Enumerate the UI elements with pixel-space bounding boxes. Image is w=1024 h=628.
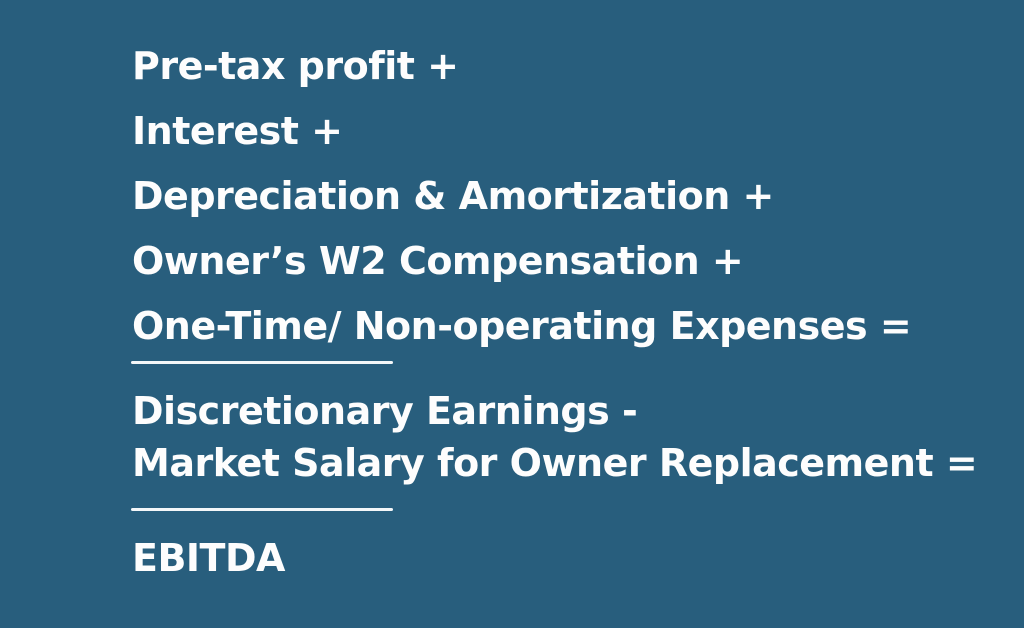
formula-line-one-time-expenses: One-Time/ Non-operating Expenses =: [132, 304, 912, 348]
divider-line-top: [131, 361, 393, 364]
formula-line-interest: Interest +: [132, 109, 343, 153]
formula-line-pretax-profit: Pre-tax profit +: [132, 44, 459, 88]
formula-line-ebitda-result: EBITDA: [132, 536, 285, 580]
formula-line-depreciation-amortization: Depreciation & Amortization +: [132, 174, 774, 218]
formula-line-discretionary-earnings: Discretionary Earnings -: [132, 389, 638, 433]
formula-line-market-salary-owner-replacement: Market Salary for Owner Replacement =: [132, 441, 978, 485]
divider-line-bottom: [131, 508, 393, 511]
formula-line-owners-w2-compensation: Owner’s W2 Compensation +: [132, 239, 744, 283]
